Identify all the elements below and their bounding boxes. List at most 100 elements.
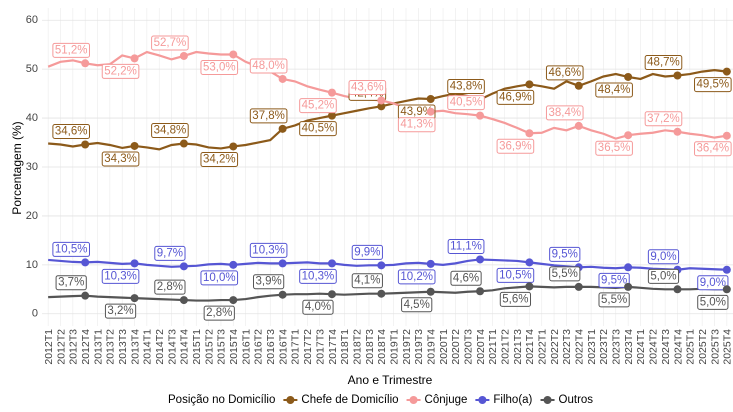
point <box>624 72 633 81</box>
x-tick-label: 2025T1 <box>685 329 697 365</box>
point <box>525 258 534 267</box>
data-label-box <box>52 241 90 257</box>
data-label: 48,4% <box>595 82 633 98</box>
x-tick-label: 2017T4 <box>327 329 339 365</box>
data-label: 43,9% <box>397 104 436 120</box>
data-label: 53,0% <box>200 60 239 76</box>
x-tick-label: 2025T4 <box>722 329 733 365</box>
point <box>525 282 534 291</box>
x-tick-label: 2022T1 <box>537 329 549 365</box>
x-tick-label: 2015T2 <box>203 329 215 365</box>
y-tick-label: 50 <box>26 63 38 75</box>
data-label: 37,8% <box>249 108 288 124</box>
data-label-text: 40,5% <box>302 123 335 135</box>
data-label-text: 10,0% <box>203 272 236 284</box>
data-label-text: 5,0% <box>700 296 726 308</box>
legend-title: Posição no Domicílio <box>168 394 275 406</box>
data-label: 9,5% <box>598 272 630 288</box>
data-label: 40,5% <box>447 95 485 111</box>
data-label-box <box>154 279 186 295</box>
data-label-box <box>697 275 729 291</box>
point <box>426 107 435 116</box>
data-label-box <box>545 105 584 121</box>
x-tick-label: 2020T4 <box>475 329 487 365</box>
data-label-text: 53,0% <box>203 62 236 74</box>
x-tick-label: 2016T2 <box>253 329 265 365</box>
data-label-text: 10,2% <box>400 271 433 283</box>
data-label: 4,6% <box>450 270 482 286</box>
point <box>377 289 386 298</box>
data-label-text: 9,9% <box>354 246 380 258</box>
point <box>377 96 386 105</box>
data-label: 36,4% <box>694 141 732 157</box>
data-label-box <box>447 79 485 95</box>
data-label-box <box>496 138 535 154</box>
data-label-box <box>447 238 485 254</box>
x-tick-label: 2013T2 <box>105 329 117 365</box>
legend-key <box>286 396 295 404</box>
point <box>624 131 633 140</box>
point <box>525 80 534 89</box>
data-label: 2,8% <box>154 279 186 295</box>
data-label-text: 3,2% <box>107 305 133 317</box>
point <box>426 287 435 296</box>
x-tick-label: 2020T3 <box>462 329 474 365</box>
point <box>722 265 731 274</box>
data-label-box <box>200 270 239 286</box>
y-axis-title: Porcentagem (%) <box>10 121 24 214</box>
data-label-box <box>549 246 581 262</box>
x-tick-label: 2017T3 <box>314 329 326 365</box>
data-label-box <box>249 108 288 124</box>
y-tick-label: 40 <box>26 112 38 124</box>
data-label-text: 10,5% <box>55 243 88 255</box>
data-label: 36,5% <box>595 140 633 156</box>
x-tick-label: 2016T4 <box>277 329 289 365</box>
point <box>81 59 90 68</box>
point <box>426 259 435 268</box>
data-label: 5,0% <box>647 268 680 284</box>
data-label-text: 9,0% <box>700 277 726 289</box>
point <box>624 263 633 272</box>
data-label: 10,5% <box>496 267 535 283</box>
point <box>574 121 583 130</box>
point <box>229 142 238 151</box>
data-label-box <box>101 268 140 284</box>
data-label-box <box>644 111 683 127</box>
data-label: 43,8% <box>447 79 485 95</box>
data-label-box <box>200 151 239 167</box>
x-tick-label: 2024T3 <box>660 329 672 365</box>
data-label-box <box>598 272 630 288</box>
data-label-text: 52,2% <box>104 65 137 77</box>
data-label-text: 5,5% <box>552 268 578 280</box>
point <box>476 287 485 296</box>
point <box>81 258 90 267</box>
x-tick-label: 2018T3 <box>364 329 376 365</box>
data-label: 46,6% <box>545 65 584 81</box>
data-label-text: 49,5% <box>697 79 730 91</box>
point <box>574 282 583 291</box>
x-tick-label: 2013T4 <box>129 329 141 365</box>
data-label: 4,0% <box>302 299 334 315</box>
data-label-text: 9,0% <box>650 251 676 263</box>
point <box>179 51 188 60</box>
legend-key <box>478 396 487 404</box>
x-tick-label: 2014T2 <box>154 329 166 365</box>
data-label: 52,7% <box>151 35 189 51</box>
point <box>130 294 139 303</box>
x-tick-label: 2013T1 <box>92 329 104 365</box>
data-label-box <box>549 266 581 282</box>
y-tick-label: 60 <box>26 14 38 26</box>
data-label-text: 11,1% <box>450 240 482 252</box>
data-label-box <box>647 268 680 284</box>
data-label-box <box>101 151 140 167</box>
x-tick-label: 2025T2 <box>697 329 709 365</box>
data-label-box <box>151 123 189 139</box>
data-label: 10,3% <box>249 242 288 258</box>
x-tick-label: 2017T2 <box>302 329 314 365</box>
data-label-box <box>200 60 239 76</box>
data-label: 34,3% <box>101 151 140 167</box>
x-tick-label: 2021T2 <box>500 329 512 365</box>
x-tick-label: 2018T1 <box>339 329 351 365</box>
legend-label: Cônjuge <box>425 394 468 406</box>
x-axis-title: Ano e Trimestre <box>348 373 433 387</box>
